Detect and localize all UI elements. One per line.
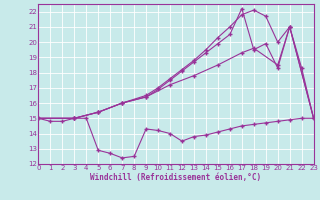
X-axis label: Windchill (Refroidissement éolien,°C): Windchill (Refroidissement éolien,°C) [91,173,261,182]
